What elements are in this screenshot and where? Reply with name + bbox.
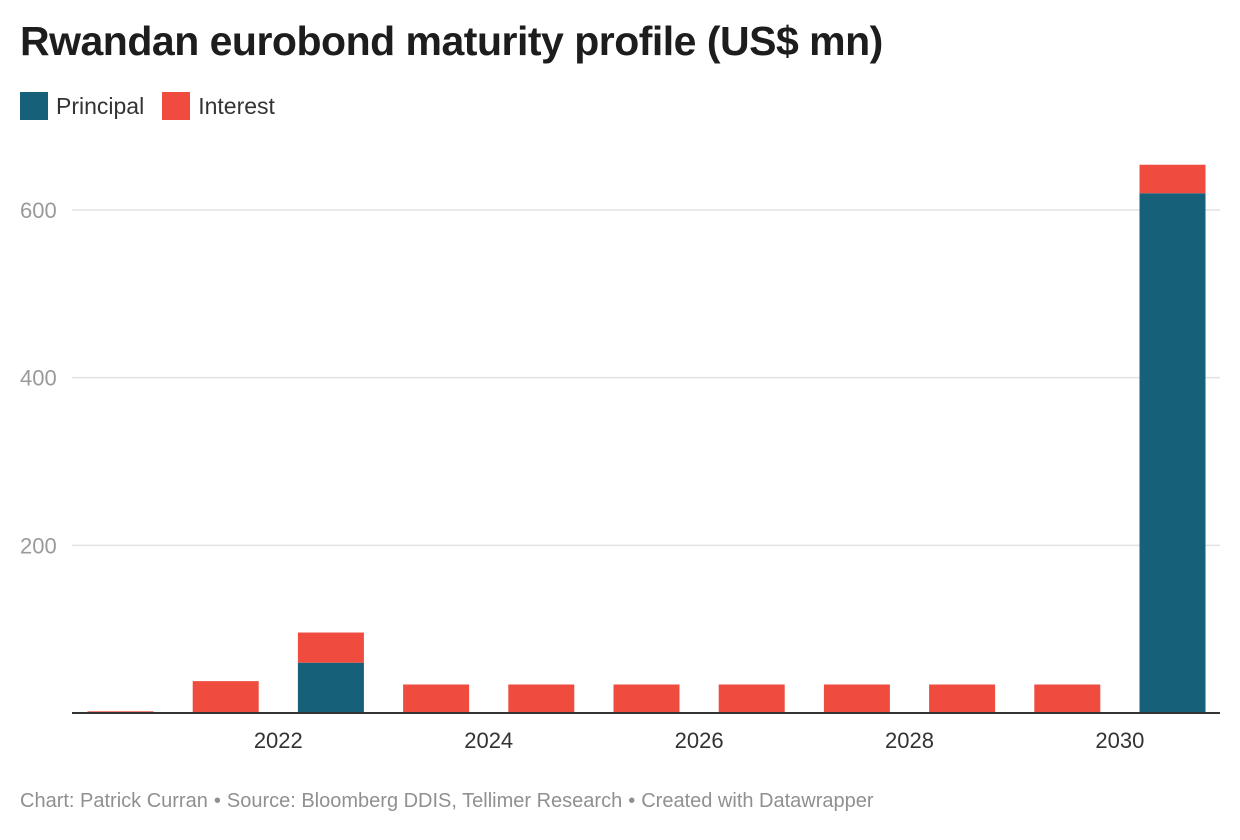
y-tick-label: 600	[20, 198, 57, 223]
y-tick-label: 400	[20, 366, 57, 391]
bar-principal	[297, 662, 364, 713]
bars	[87, 164, 1206, 713]
legend-label-principal: Principal	[56, 92, 145, 119]
gridlines	[72, 209, 1220, 547]
footer-created-with: Created with Datawrapper	[641, 790, 874, 812]
legend-swatch-interest	[162, 92, 191, 120]
bar-interest	[718, 684, 785, 713]
bar-interest	[192, 681, 259, 713]
bar-interest	[1034, 684, 1101, 713]
x-tick-label: 2024	[464, 728, 513, 753]
bar-interest	[1139, 164, 1206, 194]
bar-interest	[613, 684, 680, 713]
footer-credits: Chart: Patrick Curran • Source: Bloomberg …	[20, 790, 874, 813]
x-tick-label: 2030	[1095, 728, 1144, 753]
bar-principal	[1139, 193, 1206, 713]
y-tick-label: 200	[20, 533, 57, 558]
legend-item-interest: Interest	[162, 92, 275, 120]
legend: Principal Interest	[20, 92, 293, 120]
chart-title: Rwandan eurobond maturity profile (US$ m…	[20, 18, 883, 64]
footer-separator: •	[628, 790, 636, 812]
legend-swatch-principal	[20, 92, 48, 120]
bar-interest	[823, 684, 890, 713]
x-tick-label: 2028	[885, 728, 934, 753]
footer-source: Source: Bloomberg DDIS, Tellimer Researc…	[226, 790, 623, 812]
axes: 200 400 600 2022 2024 2026 2028 2030	[20, 198, 1220, 753]
footer-chart-by: Chart: Patrick Curran	[20, 790, 208, 812]
footer-separator: •	[213, 790, 221, 812]
bar-interest	[508, 684, 575, 713]
bar-interest	[929, 684, 996, 713]
x-tick-label: 2022	[254, 728, 303, 753]
bar-interest	[403, 684, 470, 713]
legend-label-interest: Interest	[198, 92, 275, 119]
legend-item-principal: Principal	[20, 92, 144, 120]
bar-interest	[297, 632, 364, 663]
x-tick-label: 2026	[675, 728, 724, 753]
